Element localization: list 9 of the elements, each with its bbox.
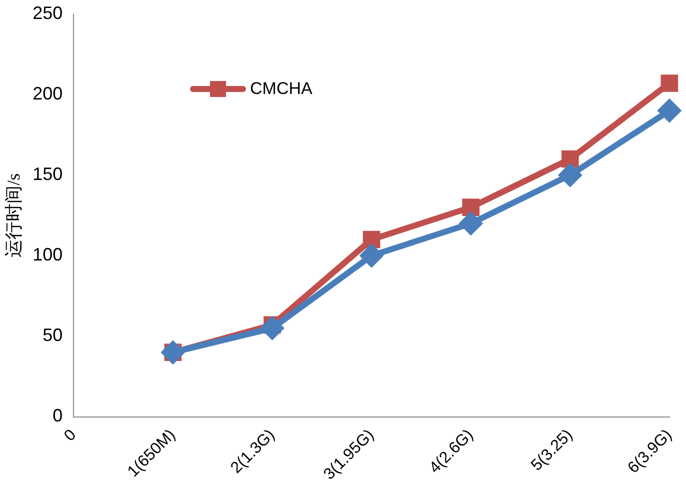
legend-label: CMCHA (250, 79, 312, 99)
y-axis-title: 运行时间/s (4, 173, 24, 258)
x-tick-label: 0 (61, 426, 80, 445)
y-tick-label: 100 (32, 244, 63, 265)
y-tick-label: 150 (32, 164, 63, 184)
y-tick-label: 0 (52, 406, 63, 426)
y-tick-label: 250 (32, 2, 63, 23)
y-tick-label: 200 (32, 84, 63, 104)
y-tick-label: 50 (42, 325, 63, 346)
